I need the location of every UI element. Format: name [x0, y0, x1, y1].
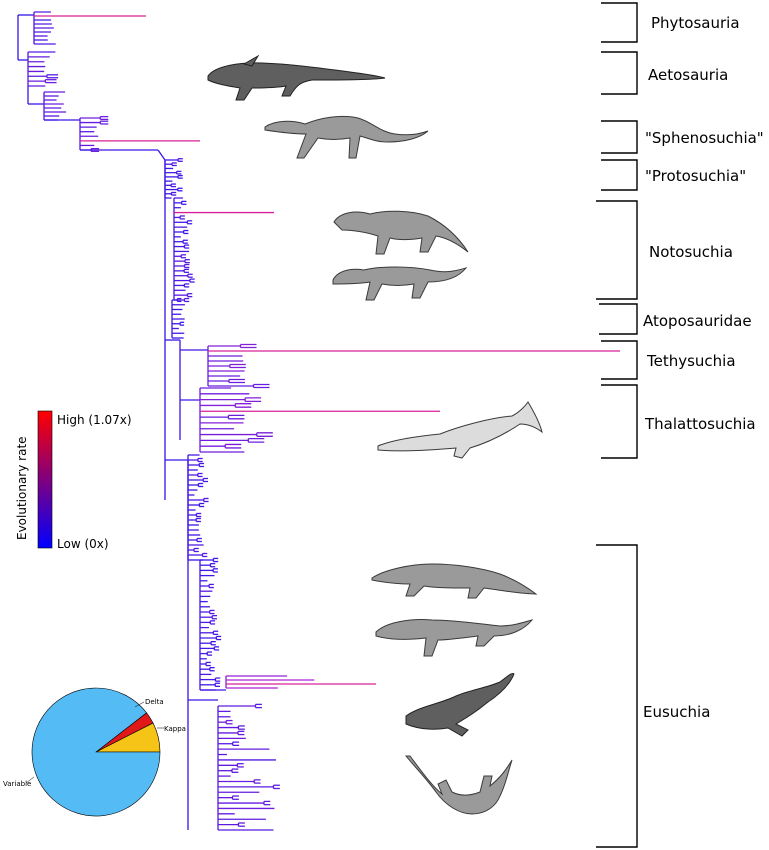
rate-legend-title: Evolutionary rate	[15, 436, 29, 540]
bracket-protosuchia	[601, 159, 638, 191]
bracket-eusuchia	[596, 544, 638, 848]
label-phytosauria: Phytosauria	[651, 14, 740, 32]
bracket-phytosauria	[601, 2, 638, 43]
label-atoposauridae: Atoposauridae	[643, 312, 752, 330]
label-thalattosuchia: Thalattosuchia	[644, 415, 756, 433]
tree-branch	[157, 149, 166, 161]
label-tethysuchia: Tethysuchia	[646, 352, 736, 370]
pie-slice-variable	[31, 687, 161, 817]
bracket-notosuchia	[596, 200, 638, 300]
model-pie-chart	[31, 687, 161, 817]
label-eusuchia: Eusuchia	[643, 703, 710, 721]
pie-labels: Delta Kappa Variable	[3, 698, 186, 788]
bracket-aetosauria	[601, 51, 638, 95]
crocodile-silhouette-1	[371, 563, 538, 599]
crocodile-silhouette-3	[405, 673, 515, 737]
thalattosuchian-silhouette	[377, 401, 543, 459]
bracket-tethysuchia	[601, 340, 638, 380]
sphenosuchian-silhouette	[264, 115, 429, 159]
animal-silhouettes	[207, 54, 543, 815]
notosuchian-silhouette-1	[333, 210, 469, 255]
rate-legend-high: High (1.07x)	[57, 413, 132, 427]
crocodile-silhouette-2	[375, 619, 534, 657]
bracket-thalattosuchia	[601, 384, 638, 459]
label-sphenosuchia: "Sphenosuchia"	[645, 129, 764, 147]
label-protosuchia: "Protosuchia"	[645, 167, 746, 185]
clade-labels: Phytosauria Aetosauria "Sphenosuchia" "P…	[643, 14, 764, 721]
gharial-silhouette	[404, 755, 513, 815]
aetosaur-silhouette	[207, 54, 386, 101]
pie-label-variable: Variable	[3, 780, 31, 788]
bracket-atoposauridae	[599, 303, 638, 335]
bracket-sphenosuchia	[601, 120, 638, 154]
clade-brackets	[596, 2, 638, 848]
rate-legend-low: Low (0x)	[57, 537, 109, 551]
phylogenetic-tree	[17, 11, 620, 831]
pie-label-kappa: Kappa	[164, 725, 186, 733]
label-aetosauria: Aetosauria	[648, 66, 728, 84]
label-notosuchia: Notosuchia	[649, 243, 733, 261]
rate-colorbar	[37, 410, 53, 549]
notosuchian-silhouette-2	[332, 266, 468, 301]
pie-label-delta: Delta	[145, 698, 164, 706]
rate-legend: Evolutionary rate High (1.07x) Low (0x)	[15, 410, 132, 551]
